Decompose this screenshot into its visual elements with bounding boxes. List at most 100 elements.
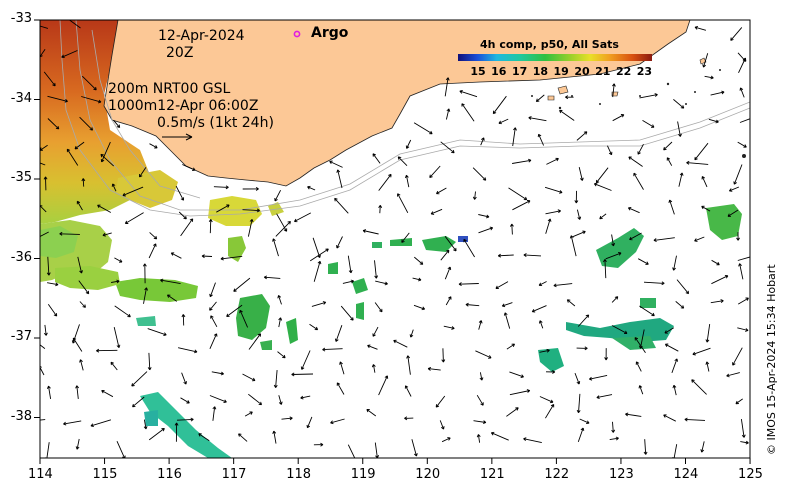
current-arrow bbox=[122, 186, 144, 197]
current-arrow bbox=[347, 255, 353, 274]
current-arrow bbox=[445, 108, 451, 120]
colorbar-tick-label: 21 bbox=[595, 65, 611, 78]
current-arrow bbox=[611, 234, 616, 247]
current-arrow bbox=[322, 347, 343, 352]
current-arrow bbox=[180, 397, 190, 404]
current-arrow bbox=[143, 419, 148, 430]
current-arrow bbox=[538, 320, 544, 329]
current-arrow bbox=[300, 350, 311, 370]
current-arrow bbox=[291, 372, 314, 377]
current-arrow bbox=[132, 396, 145, 408]
current-arrow bbox=[313, 442, 324, 447]
current-arrow bbox=[478, 214, 490, 219]
current-arrow bbox=[609, 436, 619, 441]
current-arrow bbox=[612, 83, 616, 98]
current-arrow bbox=[148, 427, 165, 441]
current-arrow bbox=[278, 317, 283, 328]
current-arrow bbox=[79, 359, 84, 371]
current-arrow bbox=[730, 27, 743, 41]
current-arrow bbox=[735, 398, 743, 405]
current-arrow bbox=[700, 441, 705, 453]
current-arrow bbox=[401, 232, 410, 243]
current-arrow bbox=[239, 309, 249, 328]
current-arrow bbox=[577, 427, 585, 443]
current-arrow bbox=[445, 296, 452, 306]
current-arrow bbox=[147, 328, 167, 336]
current-arrow bbox=[512, 200, 531, 211]
y-tick-label: -37 bbox=[10, 329, 32, 344]
current-arrow bbox=[114, 305, 131, 318]
current-arrow bbox=[174, 422, 179, 442]
current-arrow bbox=[263, 275, 281, 280]
current-arrow bbox=[40, 24, 49, 29]
current-arrow bbox=[372, 153, 381, 164]
current-arrow bbox=[576, 393, 581, 414]
current-arrow bbox=[497, 253, 514, 258]
current-arrow bbox=[244, 411, 253, 417]
current-arrow bbox=[248, 333, 262, 350]
current-arrow bbox=[508, 187, 528, 201]
current-arrow bbox=[588, 374, 608, 381]
current-arrow bbox=[347, 444, 356, 458]
map-time: 20Z bbox=[166, 45, 194, 61]
current-arrow bbox=[463, 238, 475, 258]
current-arrow bbox=[671, 358, 679, 374]
current-arrow bbox=[178, 347, 198, 354]
current-arrow bbox=[160, 278, 181, 285]
current-arrow bbox=[242, 208, 260, 213]
current-arrow bbox=[46, 385, 52, 399]
current-arrow bbox=[686, 160, 709, 165]
current-arrow bbox=[677, 121, 682, 137]
current-arrow bbox=[738, 57, 747, 73]
current-arrow bbox=[676, 279, 690, 295]
current-arrow bbox=[490, 431, 509, 441]
x-tick-label: 118 bbox=[286, 467, 312, 482]
current-arrow bbox=[63, 420, 82, 426]
current-arrow bbox=[675, 301, 685, 309]
current-arrow bbox=[705, 361, 710, 372]
x-tick-label: 119 bbox=[350, 467, 376, 482]
current-arrow bbox=[374, 302, 383, 313]
current-arrow bbox=[404, 416, 414, 421]
current-arrow bbox=[523, 437, 542, 444]
current-arrow bbox=[545, 370, 556, 374]
current-arrow bbox=[668, 199, 675, 215]
current-arrow bbox=[539, 348, 550, 353]
current-arrow bbox=[110, 361, 118, 371]
colorbar-tick-label: 23 bbox=[636, 65, 653, 78]
current-arrow bbox=[635, 361, 642, 372]
current-arrow bbox=[553, 283, 573, 288]
current-arrow bbox=[210, 315, 218, 328]
current-arrow bbox=[569, 235, 577, 257]
current-arrow bbox=[476, 394, 484, 406]
current-arrow bbox=[242, 373, 256, 382]
current-arrow bbox=[737, 297, 749, 305]
current-arrow bbox=[362, 229, 379, 235]
current-arrow bbox=[149, 143, 158, 149]
current-arrow bbox=[472, 191, 477, 200]
current-arrow bbox=[694, 236, 705, 242]
current-arrow bbox=[436, 187, 447, 195]
current-arrow bbox=[639, 93, 658, 99]
current-arrow bbox=[274, 189, 281, 202]
current-arrow bbox=[242, 187, 259, 191]
current-arrow bbox=[209, 333, 218, 349]
y-tick-label: -36 bbox=[10, 249, 32, 265]
current-arrow bbox=[510, 223, 514, 235]
current-arrow bbox=[142, 263, 147, 284]
current-arrow bbox=[47, 282, 59, 287]
current-arrow bbox=[96, 348, 118, 353]
current-arrow bbox=[277, 295, 282, 305]
current-info-line2: 1000m12-Apr 06:00Z bbox=[108, 98, 259, 114]
current-arrow bbox=[309, 323, 319, 331]
current-arrow bbox=[704, 75, 714, 80]
credit-text: © IMOS 15-Apr-2024 15:34 Hobart bbox=[765, 264, 778, 455]
current-arrow bbox=[642, 120, 655, 128]
current-arrow bbox=[444, 236, 457, 252]
current-arrow bbox=[429, 165, 441, 179]
current-arrow bbox=[441, 437, 451, 443]
current-arrow bbox=[599, 213, 607, 220]
current-arrow bbox=[43, 324, 48, 336]
current-arrow bbox=[612, 114, 625, 122]
current-arrow bbox=[209, 301, 217, 311]
